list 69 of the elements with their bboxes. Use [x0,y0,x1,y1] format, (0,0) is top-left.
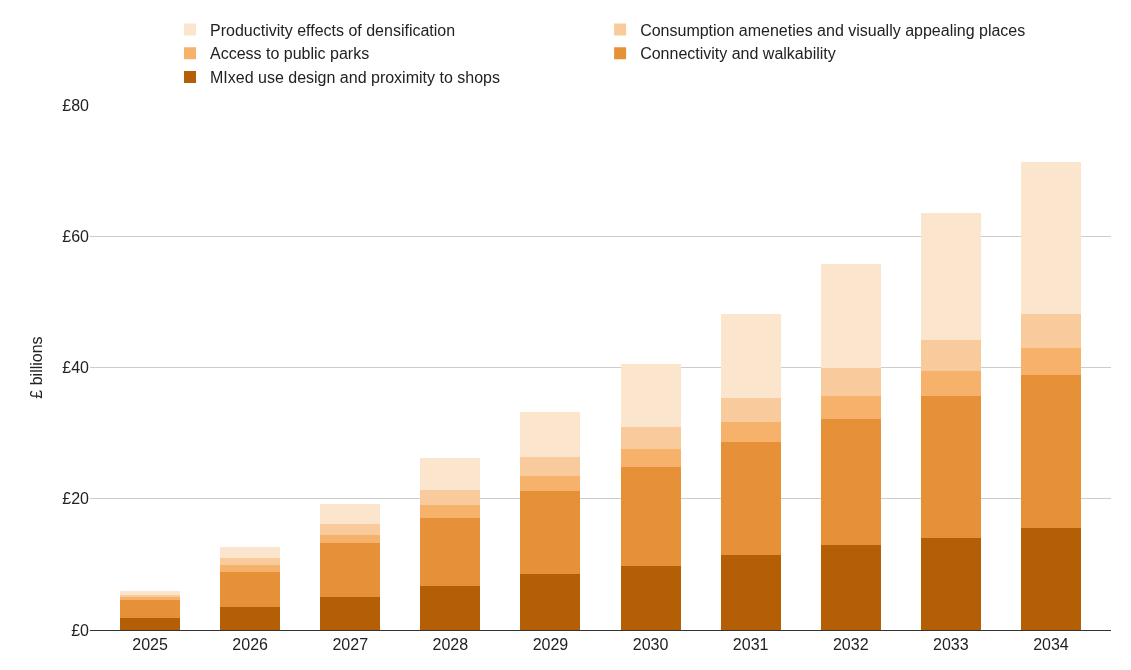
bar [220,607,281,630]
x-tick-label: 2031 [732,636,769,654]
bar [220,546,281,558]
bar [1020,374,1081,529]
bar [220,571,281,608]
bar [920,339,981,371]
bar [820,264,881,369]
bar [720,397,781,422]
y-tick-label: £0 [71,621,90,639]
x-tick-label: 2025 [132,636,168,654]
bar [320,523,381,535]
bar [220,557,281,566]
y-axis-title: £ billions [28,336,46,399]
legend-label: Connectivity and walkability [640,45,836,63]
bar [720,554,781,630]
bar [920,538,981,630]
bar [420,517,481,587]
bar [820,395,881,419]
bar [320,534,381,544]
bar [720,421,781,442]
x-tick-label: 2026 [232,636,269,654]
bar [620,426,681,449]
bar [120,590,181,595]
y-tick-label: £60 [62,227,90,245]
bar [520,475,581,491]
bar [420,586,481,630]
legend-label: Consumption ameneties and visually appealing places [640,21,1026,39]
bar [520,574,581,630]
bar [1020,314,1081,348]
x-tick-label: 2028 [432,636,469,654]
bar [620,565,681,630]
legend-label: Access to public parks [210,45,370,63]
bar [120,600,181,618]
bar [920,370,981,396]
x-tick-label: 2032 [832,636,869,654]
bar [420,458,481,491]
bar [1020,528,1081,630]
bar [320,504,381,524]
x-tick-label: 2027 [332,636,369,654]
bar [220,565,281,572]
bar [520,457,581,476]
legend-label: MIxed use design and proximity to shops [210,69,500,87]
bar [720,441,781,555]
x-tick-label: 2034 [1033,636,1069,654]
bar [520,490,581,575]
bar [820,418,881,545]
bar [920,395,981,539]
y-tick-label: £80 [62,96,90,114]
bar [1020,162,1081,315]
bar [620,466,681,566]
legend-label: Productivity effects of densification [210,21,456,39]
bar [520,412,581,458]
y-tick-label: £40 [62,359,90,377]
bar [420,505,481,518]
bar [820,544,881,630]
x-tick-label: 2029 [532,636,569,654]
bar [420,490,481,506]
bar [820,368,881,396]
bar [620,364,681,427]
bar [1020,347,1081,375]
bar [920,212,981,340]
y-tick-label: £20 [62,490,90,508]
x-tick-label: 2030 [632,636,669,654]
bar [620,448,681,467]
bar [320,543,381,597]
bar [120,617,181,630]
x-tick-label: 2033 [933,636,969,654]
bar [320,596,381,630]
bar [720,314,781,398]
